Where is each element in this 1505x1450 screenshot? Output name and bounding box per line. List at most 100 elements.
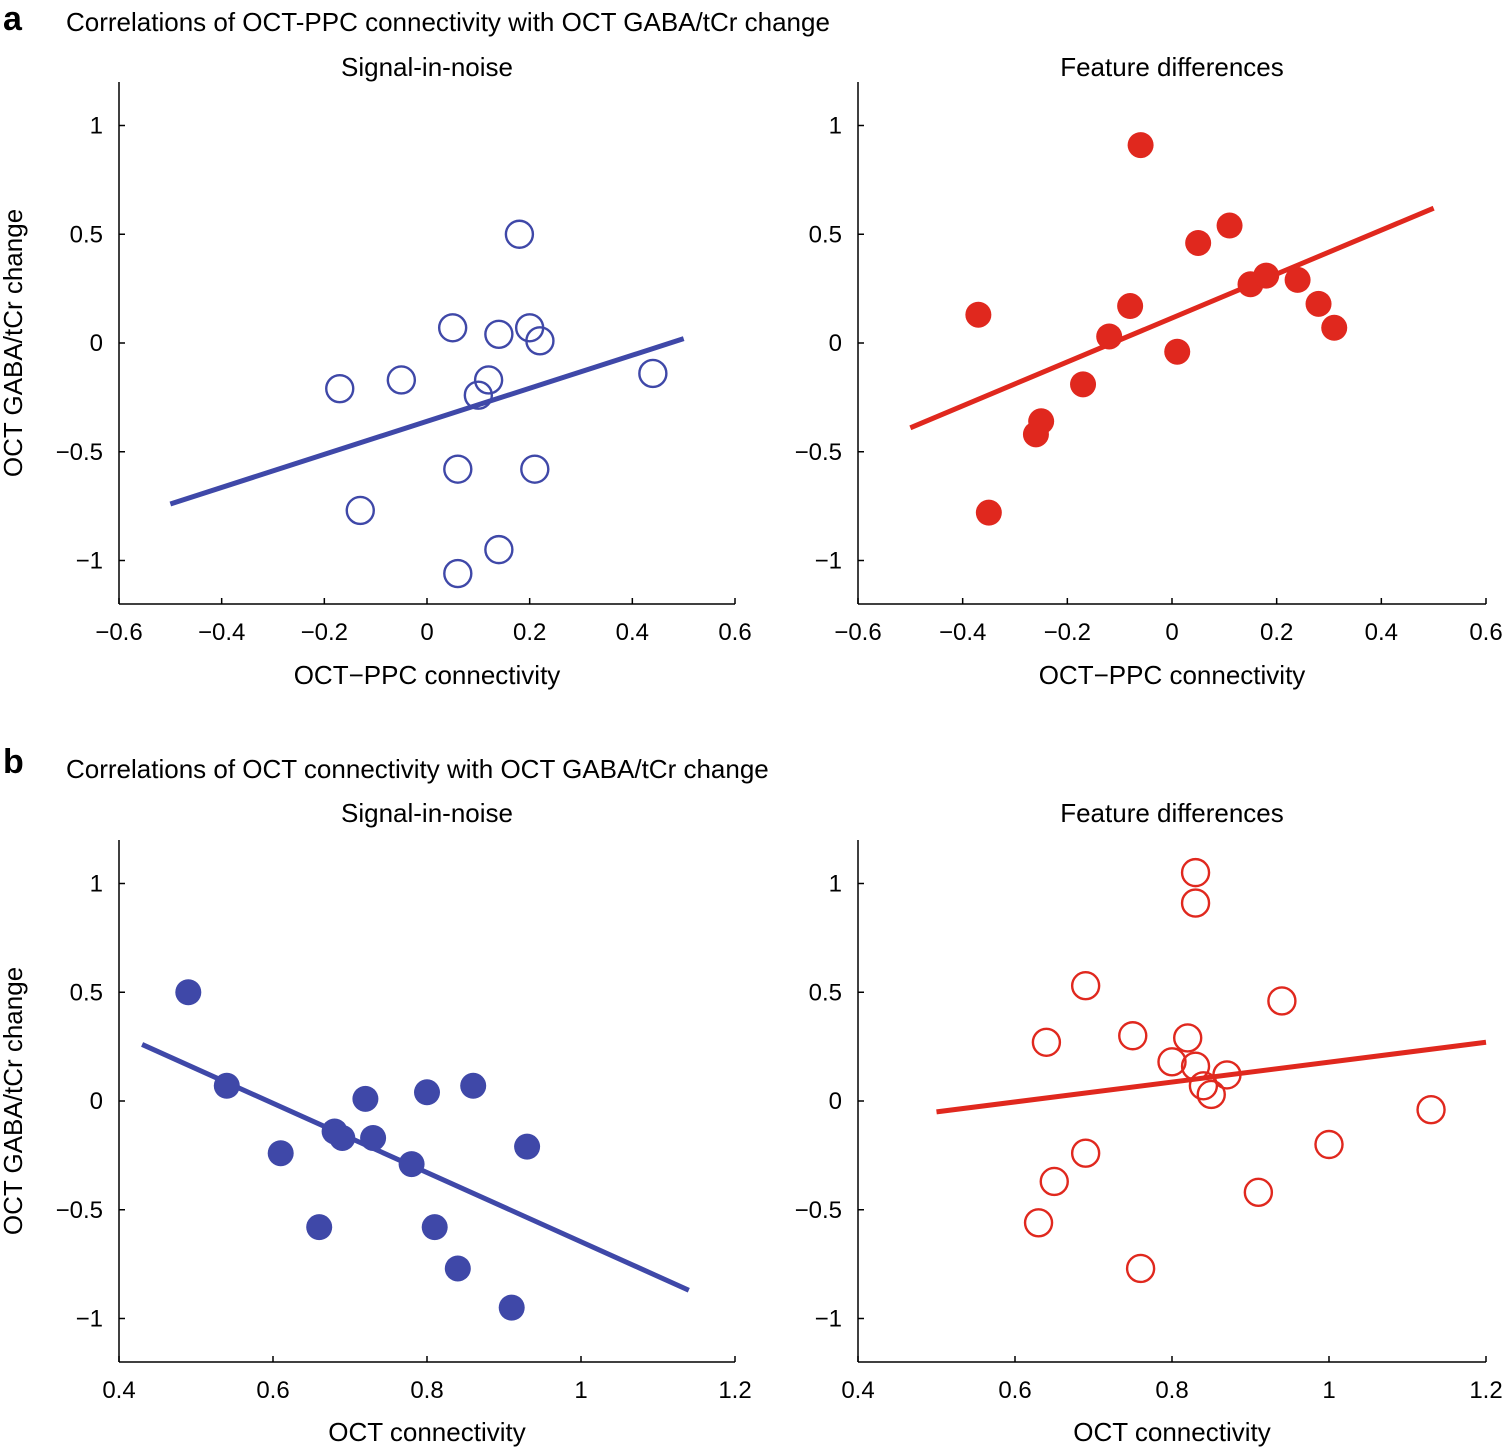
y-tick-label: 0.5 bbox=[70, 979, 103, 1006]
regression-line bbox=[169, 336, 685, 507]
data-point bbox=[484, 534, 514, 565]
x-axis-label: OCT connectivity bbox=[1073, 1417, 1270, 1447]
data-point bbox=[267, 1140, 294, 1167]
x-tick-label: 0 bbox=[1165, 619, 1178, 646]
data-point bbox=[306, 1214, 333, 1241]
panel-b-letter: b bbox=[3, 743, 24, 781]
data-point bbox=[1127, 132, 1154, 159]
x-tick-label: 1.2 bbox=[1469, 1377, 1502, 1404]
data-point bbox=[175, 979, 202, 1006]
x-tick-label: −0.2 bbox=[301, 619, 348, 646]
data-point bbox=[1216, 212, 1243, 239]
data-point bbox=[1070, 971, 1101, 1001]
data-point bbox=[460, 1072, 487, 1099]
data-point bbox=[1031, 1027, 1062, 1057]
data-point bbox=[1314, 1129, 1344, 1160]
x-tick-label: 0.8 bbox=[410, 1377, 443, 1404]
x-axis-label: OCT−PPC connectivity bbox=[1039, 660, 1306, 690]
data-point bbox=[514, 1133, 541, 1160]
x-tick-label: −0.4 bbox=[939, 619, 986, 646]
regression-line bbox=[909, 205, 1435, 431]
regression-line bbox=[936, 1039, 1487, 1115]
x-tick-label: 0.4 bbox=[102, 1377, 135, 1404]
y-tick-label: −0.5 bbox=[795, 1197, 842, 1224]
data-point bbox=[1212, 1060, 1242, 1090]
data-point bbox=[525, 326, 555, 356]
data-point bbox=[345, 495, 375, 526]
data-point bbox=[504, 219, 535, 249]
y-tick-label: −0.5 bbox=[56, 1197, 103, 1224]
data-point bbox=[1125, 1253, 1156, 1284]
x-tick-label: 0.4 bbox=[616, 619, 649, 646]
data-point bbox=[975, 499, 1002, 526]
y-tick-label: 0.5 bbox=[809, 979, 842, 1006]
y-tick-label: 0 bbox=[90, 1088, 103, 1115]
chart-2: 0.4 0.6 0.8 1 1.2 −1 −0.5 0 0.5 1 Signal-in-noise O… bbox=[0, 798, 752, 1447]
data-point bbox=[1023, 1208, 1054, 1238]
data-point bbox=[437, 313, 468, 343]
x-tick-label: 0.2 bbox=[1260, 619, 1293, 646]
data-point bbox=[352, 1085, 379, 1112]
x-tick-label: 0.4 bbox=[1365, 619, 1398, 646]
x-tick-label: −0.4 bbox=[198, 619, 245, 646]
data-point bbox=[1185, 229, 1212, 256]
panel-a-title: Correlations of OCT-PPC connectivity wit… bbox=[66, 7, 830, 37]
chart-3: 0.4 0.6 0.8 1 1.2 −1 −0.5 0 0.5 1 Feature differen… bbox=[795, 798, 1503, 1447]
x-tick-label: 0.2 bbox=[513, 619, 546, 646]
data-point bbox=[1305, 290, 1332, 317]
chart-title: Signal-in-noise bbox=[341, 52, 513, 82]
data-point bbox=[398, 1151, 425, 1178]
data-point bbox=[1180, 1051, 1211, 1081]
y-tick-label: −1 bbox=[815, 548, 842, 575]
data-point bbox=[414, 1079, 440, 1106]
y-tick-label: −1 bbox=[76, 1306, 103, 1333]
y-tick-label: 0.5 bbox=[809, 221, 842, 248]
data-point bbox=[443, 454, 473, 484]
x-axis-label: OCT connectivity bbox=[328, 1417, 525, 1447]
data-point bbox=[1118, 1021, 1148, 1051]
y-tick-label: 0 bbox=[90, 330, 103, 357]
y-tick-label: 1 bbox=[90, 113, 103, 140]
y-tick-label: 1 bbox=[829, 113, 842, 140]
data-point bbox=[1164, 338, 1191, 365]
x-tick-label: −0.6 bbox=[95, 619, 142, 646]
x-tick-label: 0.6 bbox=[256, 1377, 289, 1404]
data-point bbox=[325, 373, 355, 404]
x-tick-label: 0.4 bbox=[841, 1377, 874, 1404]
y-axis-label: OCT GABA/tCr change bbox=[0, 967, 28, 1235]
panel-b-title: Correlations of OCT connectivity with OC… bbox=[66, 754, 769, 784]
data-point bbox=[463, 380, 494, 410]
panel-a-letter: a bbox=[3, 0, 22, 38]
data-point bbox=[1117, 293, 1144, 320]
y-tick-label: −1 bbox=[815, 1306, 842, 1333]
data-point bbox=[1267, 986, 1297, 1016]
x-tick-label: 0.6 bbox=[998, 1377, 1031, 1404]
y-axis-label: OCT GABA/tCr change bbox=[0, 209, 28, 477]
data-point bbox=[1157, 1047, 1187, 1077]
x-tick-label: 0.8 bbox=[1155, 1377, 1188, 1404]
y-tick-label: 1 bbox=[90, 871, 103, 898]
data-point bbox=[520, 454, 550, 484]
data-point bbox=[1022, 421, 1049, 448]
y-tick-label: −0.5 bbox=[56, 439, 103, 466]
y-tick-label: 1 bbox=[829, 871, 842, 898]
data-point bbox=[444, 1255, 471, 1282]
data-point bbox=[1039, 1166, 1069, 1197]
chart-title: Signal-in-noise bbox=[341, 798, 513, 828]
y-tick-label: 0.5 bbox=[70, 221, 103, 248]
data-point bbox=[1243, 1177, 1274, 1208]
y-tick-label: 0 bbox=[829, 330, 842, 357]
data-point bbox=[1070, 1138, 1101, 1168]
y-tick-label: −0.5 bbox=[795, 439, 842, 466]
data-point bbox=[1188, 1071, 1219, 1101]
data-point bbox=[1284, 266, 1311, 293]
data-point bbox=[1196, 1079, 1226, 1110]
x-tick-label: 0 bbox=[420, 619, 433, 646]
data-point bbox=[329, 1124, 356, 1151]
x-tick-label: 1 bbox=[574, 1377, 587, 1404]
chart-title: Feature differences bbox=[1060, 52, 1284, 82]
data-point bbox=[443, 558, 473, 589]
data-point bbox=[498, 1294, 525, 1321]
data-point bbox=[1172, 1023, 1203, 1053]
data-point bbox=[1180, 888, 1211, 918]
